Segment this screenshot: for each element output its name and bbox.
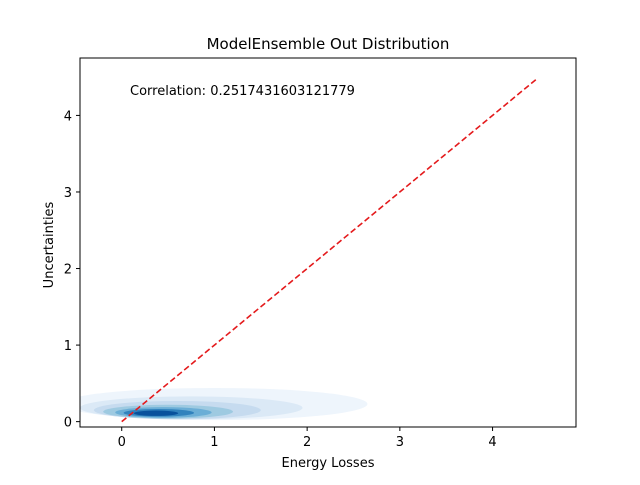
chart-title: ModelEnsemble Out Distribution bbox=[207, 35, 450, 53]
y-axis-ticks: 0 1 2 3 4 bbox=[64, 109, 80, 431]
density-contours bbox=[80, 387, 368, 421]
y-tick-label: 3 bbox=[64, 186, 72, 201]
reference-line bbox=[121, 78, 537, 423]
x-axis-ticks: 0 1 2 3 4 bbox=[118, 427, 497, 450]
plot-frame bbox=[79, 57, 577, 428]
x-tick-label: 2 bbox=[303, 435, 311, 450]
y-tick-label: 2 bbox=[64, 263, 72, 278]
x-tick-label: 1 bbox=[210, 435, 218, 450]
density-level-7 bbox=[133, 410, 179, 416]
y-tick-label: 4 bbox=[64, 109, 72, 124]
correlation-annotation: Correlation: 0.2517431603121779 bbox=[130, 84, 355, 99]
y-axis-label: Uncertainties bbox=[42, 201, 57, 288]
x-tick-label: 0 bbox=[118, 435, 126, 450]
x-tick-label: 4 bbox=[488, 435, 496, 450]
y-tick-label: 0 bbox=[64, 416, 72, 431]
y-tick-label: 1 bbox=[64, 339, 72, 354]
x-tick-label: 3 bbox=[396, 435, 404, 450]
x-axis-label: Energy Losses bbox=[282, 456, 375, 471]
